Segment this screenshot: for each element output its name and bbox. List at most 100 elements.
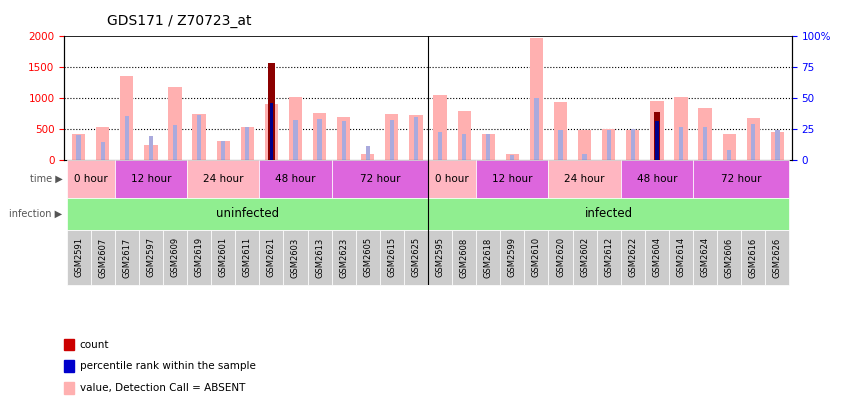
FancyBboxPatch shape (259, 230, 283, 285)
Text: 24 hour: 24 hour (203, 174, 243, 184)
Bar (193, 114, 205, 160)
Bar (331, 160, 428, 198)
Text: 0 hour: 0 hour (435, 174, 469, 184)
Text: 12 hour: 12 hour (131, 174, 171, 184)
Text: GSM2610: GSM2610 (532, 237, 541, 278)
FancyBboxPatch shape (765, 230, 789, 285)
Text: GSM2619: GSM2619 (194, 237, 204, 278)
Text: time ▶: time ▶ (30, 174, 62, 184)
Text: GSM2608: GSM2608 (460, 237, 468, 278)
Bar (746, 118, 760, 160)
FancyBboxPatch shape (669, 230, 693, 285)
Bar (270, 103, 273, 160)
Bar (486, 133, 490, 160)
FancyBboxPatch shape (741, 230, 765, 285)
FancyBboxPatch shape (500, 230, 525, 285)
Bar (366, 146, 370, 160)
FancyBboxPatch shape (211, 230, 235, 285)
Bar (361, 154, 374, 160)
Text: GSM2591: GSM2591 (74, 237, 83, 278)
Bar (413, 117, 418, 160)
Text: 24 hour: 24 hour (564, 174, 605, 184)
FancyBboxPatch shape (67, 230, 91, 285)
Bar (265, 104, 278, 160)
Bar (313, 113, 326, 160)
Text: GSM2617: GSM2617 (122, 237, 131, 278)
Bar (288, 97, 302, 160)
Text: GSM2611: GSM2611 (243, 237, 252, 278)
Text: GSM2616: GSM2616 (749, 237, 758, 278)
Bar (428, 198, 789, 230)
Text: GSM2604: GSM2604 (652, 237, 662, 278)
FancyBboxPatch shape (187, 230, 211, 285)
Text: GSM2602: GSM2602 (580, 237, 589, 278)
FancyBboxPatch shape (621, 230, 645, 285)
Bar (675, 97, 687, 160)
Text: GSM2621: GSM2621 (267, 237, 276, 278)
Bar (245, 128, 249, 160)
Text: GSM2622: GSM2622 (628, 237, 637, 278)
Text: GSM2624: GSM2624 (700, 237, 710, 278)
Bar (679, 128, 683, 160)
Bar (438, 132, 443, 160)
Bar (221, 141, 225, 160)
Bar (96, 127, 110, 160)
Bar (653, 112, 660, 160)
Text: GSM2620: GSM2620 (556, 237, 565, 278)
Bar (120, 76, 134, 160)
Bar (67, 160, 115, 198)
Bar (72, 134, 86, 160)
Bar (149, 136, 153, 160)
FancyBboxPatch shape (235, 230, 259, 285)
FancyBboxPatch shape (693, 230, 717, 285)
Bar (241, 128, 254, 160)
FancyBboxPatch shape (163, 230, 187, 285)
Bar (554, 102, 568, 160)
Bar (342, 121, 346, 160)
Bar (145, 145, 158, 160)
Bar (776, 130, 780, 160)
Bar (294, 120, 298, 160)
Bar (482, 134, 495, 160)
Text: GSM2618: GSM2618 (484, 237, 493, 278)
Text: percentile rank within the sample: percentile rank within the sample (80, 361, 255, 371)
Bar (76, 135, 80, 160)
FancyBboxPatch shape (307, 230, 331, 285)
Bar (626, 130, 639, 160)
Text: 72 hour: 72 hour (360, 174, 400, 184)
FancyBboxPatch shape (283, 230, 307, 285)
Text: GSM2612: GSM2612 (604, 237, 613, 278)
Bar (510, 155, 514, 160)
Bar (173, 126, 177, 160)
Bar (270, 103, 274, 160)
Text: GSM2606: GSM2606 (725, 237, 734, 278)
Bar (457, 111, 471, 160)
Text: uninfected: uninfected (216, 208, 279, 220)
Text: GSM2601: GSM2601 (219, 237, 228, 278)
Bar (722, 133, 736, 160)
Text: 48 hour: 48 hour (276, 174, 316, 184)
Bar (100, 142, 105, 160)
Bar (651, 101, 663, 160)
Bar (727, 150, 731, 160)
Bar (530, 38, 543, 160)
Text: GSM2599: GSM2599 (508, 237, 517, 278)
Bar (631, 129, 635, 160)
Text: 12 hour: 12 hour (492, 174, 532, 184)
Text: GSM2607: GSM2607 (98, 237, 107, 278)
Bar (217, 141, 230, 160)
Bar (558, 130, 562, 160)
FancyBboxPatch shape (597, 230, 621, 285)
Bar (433, 95, 447, 160)
Bar (197, 115, 201, 160)
Bar (259, 160, 331, 198)
Bar (169, 87, 181, 160)
Text: GSM2623: GSM2623 (339, 237, 348, 278)
FancyBboxPatch shape (645, 230, 669, 285)
Text: 0 hour: 0 hour (74, 174, 108, 184)
Text: GSM2595: GSM2595 (436, 237, 444, 278)
Bar (67, 198, 428, 230)
Text: GSM2609: GSM2609 (170, 237, 180, 278)
Text: GSM2625: GSM2625 (412, 237, 420, 278)
Text: count: count (80, 339, 109, 350)
